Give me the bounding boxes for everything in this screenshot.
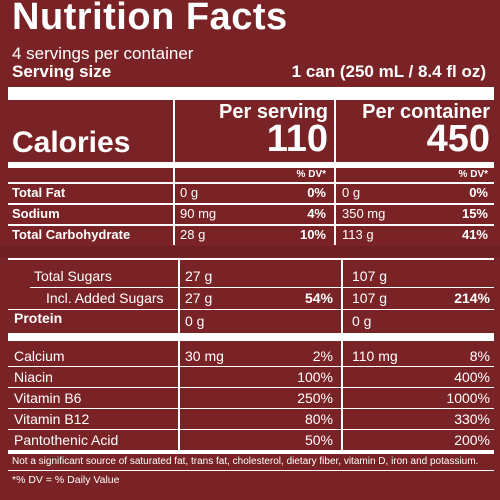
- footnote-daily-value: *% DV = % Daily Value: [12, 474, 120, 486]
- serving-dv: 80%: [304, 411, 333, 427]
- container-dv: 200%: [454, 432, 490, 448]
- container-amount: 0 g: [342, 185, 361, 200]
- serving-dv: 50%: [304, 432, 333, 448]
- serving-size-value: 1 can (250 mL / 8.4 fl oz): [291, 62, 486, 81]
- dv-header-container: % DV*: [458, 169, 488, 180]
- thin-divider: [30, 287, 494, 288]
- nutrient-name: Total Carbohydrate: [12, 227, 131, 242]
- thin-divider: [8, 429, 494, 430]
- column-divider: [178, 260, 180, 450]
- thin-divider: [8, 366, 494, 367]
- thin-divider: [8, 182, 494, 184]
- container-dv: 214%: [454, 290, 490, 306]
- serving-amount: 30 mg: [185, 348, 224, 364]
- thick-divider: [8, 87, 494, 100]
- calories-label: Calories: [12, 126, 131, 159]
- thick-divider: [8, 450, 494, 454]
- per-serving-header: Per serving: [219, 101, 328, 123]
- section-divider: [0, 246, 500, 257]
- container-dv: 1000%: [446, 390, 490, 406]
- serving-dv: 2%: [312, 348, 333, 364]
- nutrition-facts-title: Nutrition Facts: [12, 0, 288, 38]
- thin-divider: [8, 309, 494, 310]
- container-dv: 41%: [461, 227, 488, 242]
- nutrient-name: Calcium: [14, 348, 65, 364]
- nutrient-name: Incl. Added Sugars: [46, 290, 164, 306]
- serving-amount: 0 g: [180, 185, 199, 200]
- container-dv: 8%: [469, 348, 490, 364]
- container-dv: 15%: [461, 206, 488, 221]
- container-amount: 113 g: [342, 227, 374, 242]
- serving-amount: 27 g: [185, 268, 213, 284]
- serving-amount: 90 mg: [180, 206, 217, 221]
- serving-dv: 250%: [297, 390, 333, 406]
- thin-divider: [8, 224, 494, 226]
- serving-amount: 27 g: [185, 290, 213, 306]
- nutrient-name: Total Sugars: [34, 268, 112, 284]
- footnote-significant-source: Not a significant source of saturated fa…: [12, 456, 479, 467]
- dv-header-serving: % DV*: [296, 169, 326, 180]
- container-dv: 400%: [454, 369, 490, 385]
- nutrient-name: Total Fat: [12, 185, 66, 200]
- container-amount: 110 mg: [352, 348, 398, 364]
- thin-divider: [8, 408, 494, 409]
- column-divider: [334, 100, 336, 245]
- column-divider: [341, 260, 343, 450]
- container-amount: 350 mg: [342, 206, 386, 221]
- per-container-header: Per container: [362, 101, 490, 123]
- nutrient-name: Pantothenic Acid: [14, 432, 119, 448]
- thin-divider: [8, 470, 494, 471]
- nutrient-name: Niacin: [14, 369, 53, 385]
- thick-divider: [8, 333, 494, 341]
- serving-dv: 10%: [299, 227, 326, 242]
- container-dv: 330%: [454, 411, 490, 427]
- serving-size-label: Serving size: [12, 62, 112, 81]
- nutrient-name: Protein: [14, 310, 63, 326]
- thick-divider: [8, 162, 494, 168]
- serving-dv: 4%: [307, 206, 326, 221]
- servings-per-container: 4 servings per container: [12, 44, 194, 63]
- container-amount: 107 g: [352, 290, 388, 306]
- column-divider: [173, 100, 175, 245]
- serving-dv: 0%: [307, 185, 326, 200]
- thin-divider: [8, 258, 494, 260]
- calories-per-container: 450: [426, 118, 490, 160]
- serving-amount: 0 g: [185, 313, 205, 329]
- thin-divider: [8, 203, 494, 205]
- nutrient-name: Sodium: [12, 206, 60, 221]
- container-dv: 0%: [469, 185, 488, 200]
- calories-per-serving: 110: [266, 118, 328, 160]
- serving-amount: 28 g: [180, 227, 206, 242]
- nutrient-name: Vitamin B6: [14, 390, 82, 406]
- container-amount: 0 g: [352, 313, 372, 329]
- serving-dv: 100%: [297, 369, 333, 385]
- nutrient-name: Vitamin B12: [14, 411, 90, 427]
- thin-divider: [8, 387, 494, 388]
- container-amount: 107 g: [352, 268, 388, 284]
- serving-dv: 54%: [304, 290, 333, 306]
